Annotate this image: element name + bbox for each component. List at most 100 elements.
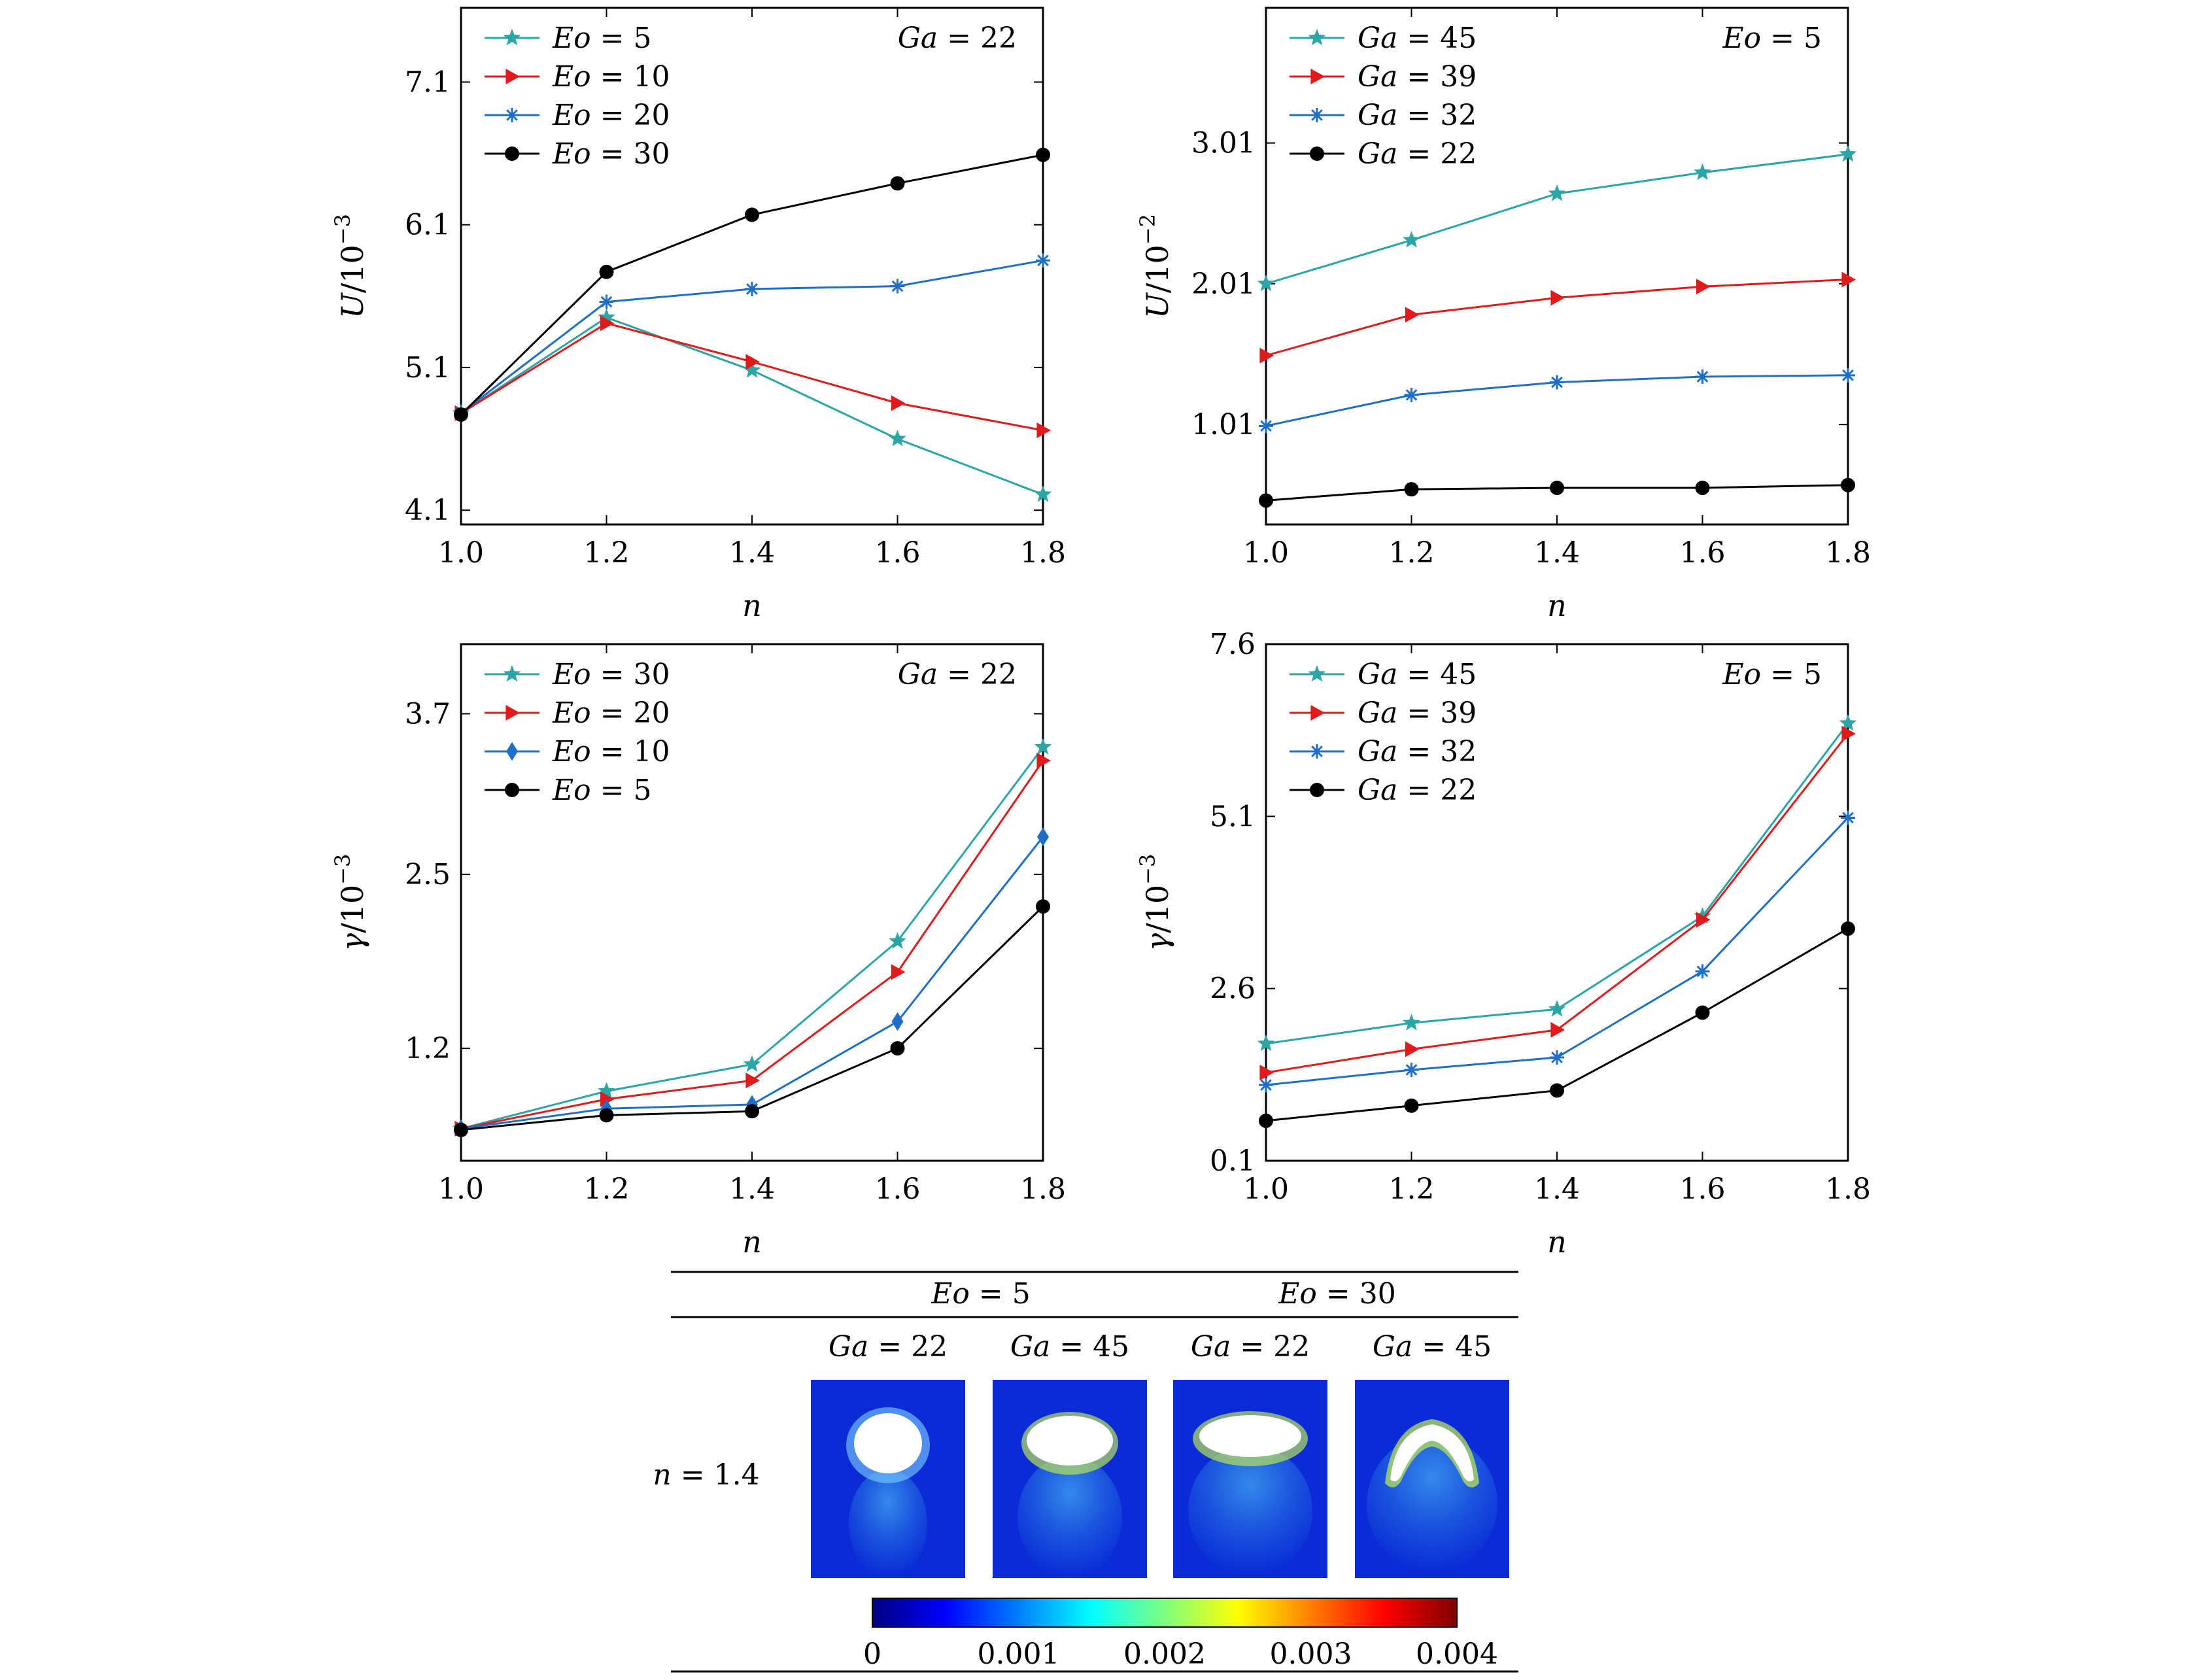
data-point-ga-39 xyxy=(1405,307,1420,323)
data-point-eo-20 xyxy=(745,281,759,296)
x-tick-label: 1.4 xyxy=(1534,1173,1580,1206)
data-point-ga-39 xyxy=(1696,279,1711,295)
y-axis-label: γ/10−3 xyxy=(1135,854,1175,951)
x-tick-label: 1.4 xyxy=(729,536,775,570)
column-header-ga22-a: Ga = 22 xyxy=(829,1330,948,1363)
y-tick-label: 6.1 xyxy=(405,209,451,242)
data-point-eo-20 xyxy=(890,279,905,294)
data-point-ga-22 xyxy=(1695,481,1710,496)
data-point-eo-5 xyxy=(1036,899,1050,914)
data-point-ga-39 xyxy=(1696,912,1711,928)
data-point-eo-20 xyxy=(891,964,906,980)
row-label-n: n = 1.4 xyxy=(653,1458,759,1492)
y-axis-label: U/10−3 xyxy=(330,214,370,318)
panel-annotation: Eo = 5 xyxy=(1722,658,1822,691)
colorbar xyxy=(872,1598,1458,1628)
data-point-ga-32 xyxy=(1550,375,1564,390)
x-tick-label: 1.8 xyxy=(1020,536,1066,570)
y-tick-label: 4.1 xyxy=(405,494,451,527)
data-point-ga-32 xyxy=(1404,1062,1419,1077)
data-point-ga-39 xyxy=(1841,271,1856,288)
plot-frame xyxy=(1265,643,1849,1162)
group-header-eo30: Eo = 30 xyxy=(1278,1277,1395,1311)
series-line-ga-32 xyxy=(1265,817,1849,1086)
x-tick-label: 1.8 xyxy=(1825,1173,1871,1206)
data-point-ga-45 xyxy=(1548,184,1566,201)
data-point-eo-10 xyxy=(891,1012,904,1031)
y-tick-label: 3.01 xyxy=(1191,127,1256,160)
data-point-ga-39 xyxy=(1550,1021,1565,1038)
series-line-ga-39 xyxy=(1265,732,1849,1074)
data-point-eo-30 xyxy=(745,207,759,222)
legend-entry-ga-45: Ga = 45 xyxy=(1358,658,1477,691)
data-point-ga-39 xyxy=(1259,347,1274,364)
series-line-ga-45 xyxy=(1265,723,1849,1045)
snapshot-table: Eo = 5 Eo = 30 Ga = 22 Ga = 45 Ga = 22 G… xyxy=(653,1271,1518,1673)
data-point-ga-22 xyxy=(1259,493,1273,508)
data-point-eo-10 xyxy=(745,354,760,370)
colorbar-tick-label: 0.002 xyxy=(1123,1637,1206,1671)
x-tick-label: 1.0 xyxy=(1243,1173,1289,1206)
legend-entry-eo-30: Eo = 30 xyxy=(552,658,670,691)
data-point-eo-5 xyxy=(889,430,906,447)
legend-entry-eo-5: Eo = 5 xyxy=(552,774,651,807)
legend-entry-ga-39: Ga = 39 xyxy=(1358,696,1477,730)
x-tick-label: 1.2 xyxy=(1389,1173,1435,1206)
x-axis-label: n xyxy=(1547,588,1567,623)
y-tick-label: 2.5 xyxy=(405,858,451,891)
x-tick-label: 1.6 xyxy=(1680,536,1726,570)
legend-entry-ga-32: Ga = 32 xyxy=(1358,735,1477,768)
legend-marker xyxy=(1310,705,1325,721)
data-point-ga-22 xyxy=(1695,1005,1710,1020)
x-tick-label: 1.6 xyxy=(1680,1173,1726,1206)
series-line-eo-5 xyxy=(460,316,1044,496)
x-tick-label: 1.6 xyxy=(875,1173,921,1206)
y-axis-label: γ/10−3 xyxy=(330,854,370,951)
data-point-ga-39 xyxy=(1841,725,1856,742)
data-point-ga-45 xyxy=(1403,1014,1420,1031)
y-tick-label: 5.1 xyxy=(405,351,451,385)
data-point-ga-22 xyxy=(1841,921,1855,936)
data-point-eo-5 xyxy=(743,361,761,378)
data-point-ga-22 xyxy=(1550,481,1564,496)
x-axis-label: n xyxy=(742,1224,762,1260)
legend-marker xyxy=(1310,108,1324,122)
legend-entry-eo-10: Eo = 10 xyxy=(552,60,670,94)
series-line-eo-10 xyxy=(460,322,1044,432)
data-point-eo-20 xyxy=(745,1072,760,1089)
y-tick-label: 3.7 xyxy=(405,697,451,730)
x-tick-label: 1.0 xyxy=(438,536,484,570)
y-tick-label: 1.2 xyxy=(405,1032,451,1065)
legend-entry-ga-22: Ga = 22 xyxy=(1358,774,1477,807)
colorbar-tick-label: 0.001 xyxy=(978,1637,1060,1671)
series-line-eo-10 xyxy=(460,836,1044,1130)
x-tick-label: 1.4 xyxy=(1534,536,1580,570)
x-axis-label: n xyxy=(742,588,762,623)
colorbar-tick-label: 0.004 xyxy=(1416,1637,1498,1671)
y-tick-label: 2.6 xyxy=(1210,972,1256,1006)
panel-annotation: Ga = 22 xyxy=(898,22,1017,55)
legend-entry-eo-5: Eo = 5 xyxy=(552,22,651,55)
x-tick-label: 1.8 xyxy=(1825,536,1871,570)
plot-frame xyxy=(460,7,1044,526)
data-point-ga-32 xyxy=(1841,368,1855,383)
legend-entry-ga-39: Ga = 39 xyxy=(1358,60,1477,94)
data-point-eo-10 xyxy=(891,395,906,411)
legend-marker xyxy=(505,108,519,122)
data-point-ga-45 xyxy=(1403,231,1420,248)
data-point-ga-32 xyxy=(1841,810,1855,825)
data-point-ga-22 xyxy=(1550,1083,1564,1098)
data-point-eo-20 xyxy=(600,1091,615,1107)
data-point-ga-22 xyxy=(1841,477,1855,492)
data-point-eo-10 xyxy=(600,315,615,332)
legend-marker xyxy=(1310,146,1324,161)
legend-entry-ga-45: Ga = 45 xyxy=(1358,22,1477,55)
legend-entry-eo-30: Eo = 30 xyxy=(552,137,670,171)
x-tick-label: 1.4 xyxy=(729,1173,775,1206)
data-point-ga-32 xyxy=(1259,1078,1273,1093)
colorbar-tick-label: 0.003 xyxy=(1270,1637,1352,1671)
colorbar-ticks: 0 0.001 0.002 0.003 0.004 xyxy=(863,1637,1498,1671)
legend-marker xyxy=(505,705,520,721)
data-point-eo-10 xyxy=(1037,827,1049,847)
data-point-ga-45 xyxy=(1257,274,1275,292)
